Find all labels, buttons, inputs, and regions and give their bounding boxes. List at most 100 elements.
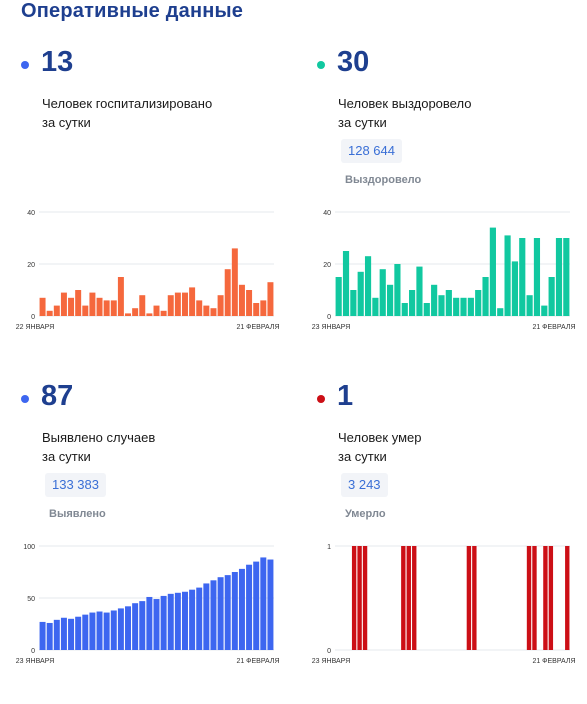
bar <box>416 266 423 316</box>
bar <box>362 546 368 650</box>
x-end-label: 21 ФЕВРАЛЯ <box>236 324 279 331</box>
hospitalized-dot-icon <box>21 61 29 69</box>
y-tick-label: 40 <box>323 210 331 217</box>
bar <box>431 284 438 316</box>
x-end-label: 21 ФЕВРАЛЯ <box>236 658 279 665</box>
y-tick-label: 50 <box>27 596 35 603</box>
deaths-count: 1 <box>337 380 354 412</box>
bar <box>260 557 267 650</box>
bar <box>472 546 477 650</box>
bar <box>167 593 174 650</box>
bar <box>467 297 474 316</box>
bar <box>60 617 67 650</box>
bar <box>39 297 46 316</box>
bar <box>482 277 489 316</box>
bar <box>364 256 372 316</box>
bar <box>146 596 153 650</box>
hospitalized-count: 13 <box>41 46 74 78</box>
bar <box>153 599 160 650</box>
bar <box>139 601 146 650</box>
bar <box>460 297 467 316</box>
y-tick-label: 0 <box>31 648 35 655</box>
y-tick-label: 1 <box>327 544 331 551</box>
bar <box>555 238 563 316</box>
deaths-total: 3 243 <box>341 473 388 497</box>
bar <box>475 290 482 316</box>
bar <box>96 611 103 650</box>
y-tick-label: 20 <box>323 262 331 269</box>
recovered-panel: 30 Человек выздоровело за сутки 128 644 … <box>312 46 587 370</box>
bar <box>125 606 132 650</box>
bar <box>412 546 417 650</box>
recovered-total: 128 644 <box>341 139 402 163</box>
bar <box>189 589 196 650</box>
cases-description: Выявлено случаев за сутки <box>42 430 156 464</box>
bar <box>394 264 401 316</box>
bar <box>82 305 89 316</box>
bar <box>210 308 217 316</box>
cases-count: 87 <box>41 380 74 412</box>
bar <box>253 561 260 650</box>
bar <box>497 308 504 316</box>
deaths-panel: 1 Человек умер за сутки 3 243 Умерло 0 1 2… <box>312 380 587 704</box>
y-tick-label: 0 <box>31 314 35 321</box>
bar <box>526 295 533 316</box>
bar <box>203 583 210 650</box>
hospitalized-description: Человек госпитализировано за сутки <box>42 96 213 130</box>
recovered-count: 30 <box>337 46 370 78</box>
bar <box>96 297 103 316</box>
bar <box>260 300 267 316</box>
bar <box>350 290 357 316</box>
bar <box>181 292 188 316</box>
bar <box>438 295 445 316</box>
bar <box>532 546 537 650</box>
bar <box>453 297 460 316</box>
bar <box>409 290 416 316</box>
bar <box>160 595 167 650</box>
bar <box>379 269 386 316</box>
x-start-label: 23 ЯНВАРЯ <box>16 658 55 665</box>
bar <box>401 546 406 650</box>
x-end-label: 21 ФЕВРАЛЯ <box>532 658 575 665</box>
x-start-label: 23 ЯНВАРЯ <box>312 658 351 665</box>
bar <box>125 313 132 316</box>
recovered-total-label: Выздоровело <box>345 174 422 186</box>
bar <box>217 295 224 316</box>
bar <box>46 310 53 316</box>
bar <box>174 292 181 316</box>
bar <box>103 300 110 316</box>
bar <box>548 277 555 316</box>
deaths-total-label: Умерло <box>345 508 386 520</box>
y-tick-label: 20 <box>27 262 35 269</box>
bar <box>423 303 430 316</box>
bar <box>489 227 496 316</box>
bar <box>533 238 541 316</box>
bar <box>139 295 146 316</box>
bar <box>60 292 67 316</box>
bar <box>246 564 253 650</box>
deaths-description: Человек умер за сутки <box>338 430 422 464</box>
bar <box>117 277 124 316</box>
bar <box>335 277 342 316</box>
cases-chart: 0 50 100 23 ЯНВАРЯ 21 ФЕВРАЛЯ <box>16 544 280 665</box>
x-start-label: 23 ЯНВАРЯ <box>312 324 351 331</box>
bar <box>565 546 570 650</box>
bar <box>53 305 60 316</box>
hospitalized-panel: 13 Человек госпитализировано за сутки 0 2… <box>16 46 301 370</box>
bar <box>53 619 60 650</box>
x-end-label: 21 ФЕВРАЛЯ <box>532 324 575 331</box>
bar <box>160 310 167 316</box>
bar <box>238 284 245 316</box>
bar <box>466 546 472 650</box>
bar <box>504 235 511 316</box>
bar <box>267 559 274 650</box>
bar <box>203 305 210 316</box>
bar <box>181 591 188 650</box>
cases-dot-icon <box>21 395 29 403</box>
bar <box>68 618 75 650</box>
recovered-dot-icon <box>317 61 325 69</box>
y-tick-label: 40 <box>27 210 35 217</box>
bar <box>110 610 117 650</box>
bar <box>39 621 46 650</box>
bar <box>89 292 96 316</box>
